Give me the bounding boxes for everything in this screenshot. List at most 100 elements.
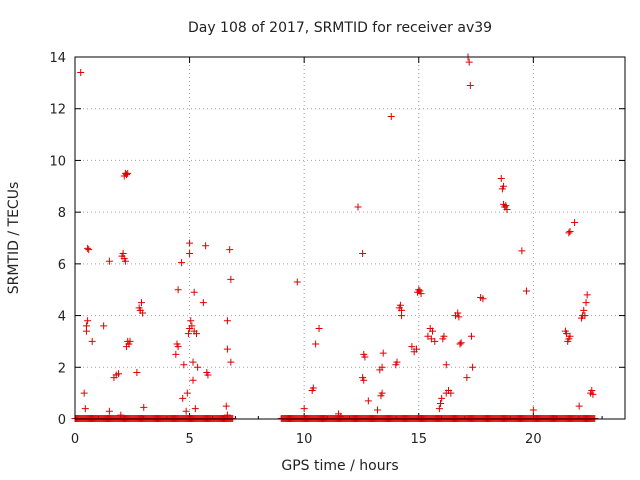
data-point [192,330,200,338]
data-point [467,332,475,340]
data-point [226,246,234,254]
data-point [518,247,526,255]
data-point [431,337,439,345]
data-point [179,394,187,402]
x-tick-label: 10 [296,432,313,447]
data-point [183,389,191,397]
data-point [84,317,92,325]
data-point [84,244,92,252]
data-point [223,345,231,353]
data-point [442,361,450,369]
data-point [199,299,207,307]
data-point [174,286,182,294]
data-point [189,376,197,384]
data-point [502,202,510,210]
data-point [429,327,436,335]
data-layer [71,53,599,422]
data-point [457,339,465,347]
data-point [85,246,93,254]
data-point [580,306,588,314]
data-point [202,242,210,250]
data-point [184,330,192,338]
data-point [204,371,212,379]
data-point [374,406,381,414]
data-point [222,402,230,410]
data-point [227,275,235,283]
data-point [188,322,196,330]
data-point [172,350,180,358]
data-point [412,345,420,353]
y-tick-label: 8 [58,206,66,221]
x-tick-label: 5 [185,432,193,447]
data-point [466,81,474,89]
data-point [378,389,386,397]
data-point [223,317,231,325]
data-point [469,363,477,371]
data-point [565,229,573,237]
plot-frame [74,56,626,420]
x-axis-label: GPS time / hours [281,458,398,474]
data-point [456,340,464,348]
y-tick-label: 12 [49,103,66,118]
data-point [105,257,113,265]
data-point [500,182,508,190]
data-point [417,290,425,298]
data-point [529,406,537,414]
data-point [379,349,387,357]
data-point [178,259,186,267]
data-point [119,250,127,258]
data-point [227,358,235,366]
tick-layer: 0 5 10 15 20 0 2 4 6 8 10 12 14 [49,51,625,447]
data-point [503,206,511,214]
data-point [293,278,301,286]
baseline-point [229,414,237,422]
data-point [194,363,202,371]
data-point [435,405,443,413]
data-point [354,203,362,211]
data-point [455,313,463,321]
data-point [133,368,141,376]
data-point [571,218,579,226]
chart-title: Day 108 of 2017, SRMTID for receiver av3… [188,20,492,36]
data-point [300,405,308,413]
data-point [396,301,404,309]
x-tick-label: 15 [410,432,427,447]
y-tick-label: 10 [49,154,66,169]
data-point [583,291,591,299]
data-point [497,175,505,183]
data-point [80,389,88,397]
data-point [408,343,416,351]
data-point [398,312,406,320]
x-tick-label: 20 [525,432,542,447]
data-point [393,358,401,366]
data-point [566,332,574,340]
data-point [140,403,148,411]
data-point [575,402,583,410]
baseline-point [591,414,599,422]
data-point [182,407,190,415]
data-point [361,353,369,361]
y-tick-label: 14 [49,51,66,66]
data-point [190,288,198,296]
data-point [187,317,195,325]
data-point [137,299,145,307]
data-point [186,250,194,258]
data-point [117,411,125,419]
data-point [454,309,462,317]
data-point [315,325,323,332]
data-point [566,228,574,236]
data-point [126,337,134,345]
data-point [123,171,131,179]
data-point [360,376,368,384]
data-point [479,295,487,303]
y-tick-label: 4 [58,310,66,325]
data-point [191,405,199,413]
data-point [364,397,372,405]
data-point [139,309,147,317]
data-point [81,405,89,413]
data-point [186,239,194,247]
y-tick-label: 0 [58,413,66,428]
data-point [124,169,132,177]
data-point [588,387,596,395]
